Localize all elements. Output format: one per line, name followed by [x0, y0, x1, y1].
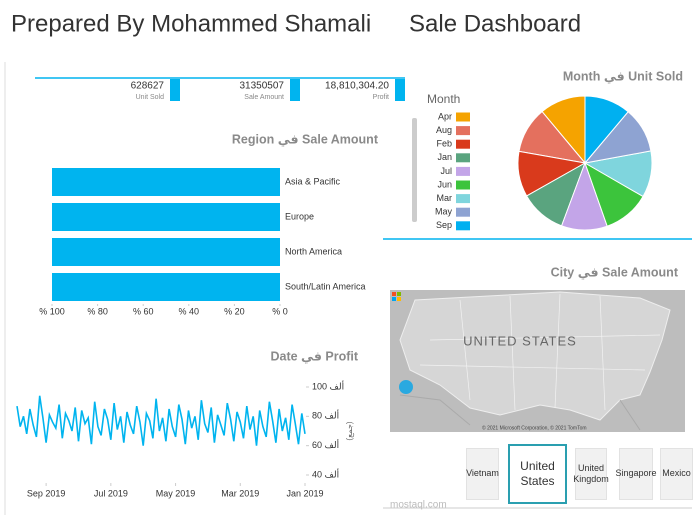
x-tick-label: % 20 [224, 306, 245, 316]
legend-swatch [456, 221, 470, 231]
bar [52, 168, 280, 196]
slicer-item[interactable]: United Kingdom [573, 448, 609, 500]
x-tick-label: % 80 [87, 306, 108, 316]
y-tick-label: 80 ألف [312, 410, 339, 421]
legend-swatch [456, 153, 470, 163]
kpi-label: Profit [373, 94, 389, 101]
bar [52, 203, 280, 231]
y-tick-label: 60 ألف [312, 439, 339, 450]
kpi-accent [395, 79, 405, 101]
map-title: City في Sale Amount [551, 265, 679, 279]
bar [52, 273, 280, 301]
legend-title: Month [427, 92, 460, 106]
kpi-accent [170, 79, 180, 101]
kpi-value: 31350507 [240, 81, 285, 92]
x-tick-label: % 0 [272, 306, 288, 316]
kpi-value: 628627 [131, 81, 165, 92]
legend-label: Mar [437, 193, 453, 203]
slicer-item[interactable]: Singapore [615, 448, 657, 500]
x-tick-label: % 40 [179, 306, 200, 316]
legend-label: Jun [437, 179, 452, 189]
x-tick-label: Jan 2019 [286, 488, 323, 498]
chart-title: Date في Profit [270, 349, 358, 363]
legend-swatch [456, 112, 470, 122]
legend-label: Jul [440, 166, 452, 176]
legend-label: Aug [436, 125, 452, 135]
x-tick-label: Mar 2019 [221, 488, 259, 498]
page-subtitle: Sale Dashboard [409, 10, 581, 37]
kpi-label: Sale Amount [244, 94, 284, 101]
map-land[interactable] [399, 291, 671, 421]
legend-label: May [435, 207, 453, 217]
profit-line [16, 395, 306, 446]
x-tick-label: % 100 [39, 306, 65, 316]
y-tick-label: 100 ألف [312, 380, 344, 391]
legend-swatch [456, 194, 470, 204]
map-logo [397, 292, 401, 296]
category-label: Asia & Pacific [285, 176, 341, 186]
slicer-item[interactable]: United States [508, 444, 567, 504]
map-borders [419, 293, 661, 411]
bar [52, 238, 280, 266]
category-label: South/Latin America [285, 281, 366, 291]
map-credit: © 2021 Microsoft Corporation, © 2021 Tom… [482, 424, 587, 431]
x-tick-label: Jul 2019 [94, 488, 128, 498]
pie-slice [584, 95, 629, 165]
watermark: mostaql.com [390, 500, 447, 511]
legend-swatch [456, 126, 470, 136]
kpi-value: 18,810,304.20 [325, 81, 389, 92]
x-tick-label: Sep 2019 [27, 488, 66, 498]
legend-scrollbar[interactable] [412, 118, 417, 222]
legend-swatch [456, 180, 470, 190]
slicer-item[interactable]: Vietnam [466, 448, 499, 500]
category-label: North America [285, 246, 342, 256]
legend-swatch [456, 166, 470, 176]
y-axis-label: (جمع) [345, 421, 354, 441]
kpi-label: Unit Sold [136, 94, 165, 101]
map-roads [399, 394, 641, 431]
chart-title: Region في Sale Amount [232, 132, 379, 146]
legend-label: Jan [437, 152, 452, 162]
map-label: UNITED STATES [463, 333, 577, 348]
map-bubble[interactable] [399, 380, 413, 394]
page-title: Prepared By Mohammed Shamali [11, 10, 371, 37]
kpi-accent [290, 79, 300, 101]
map-logo [392, 297, 396, 301]
legend-swatch [456, 207, 470, 217]
legend-label: Sep [436, 220, 452, 230]
map-logo [397, 297, 401, 301]
chart-title: Month في Unit Sold [563, 69, 683, 83]
legend-swatch [456, 139, 470, 149]
y-tick-label: 40 ألف [312, 468, 339, 479]
slicer-item[interactable]: Mexico [660, 448, 693, 500]
category-label: Europe [285, 211, 314, 221]
map-logo [392, 292, 396, 296]
x-tick-label: % 60 [133, 306, 154, 316]
legend-label: Feb [436, 139, 452, 149]
x-tick-label: May 2019 [156, 488, 196, 498]
legend-label: Apr [438, 111, 452, 121]
